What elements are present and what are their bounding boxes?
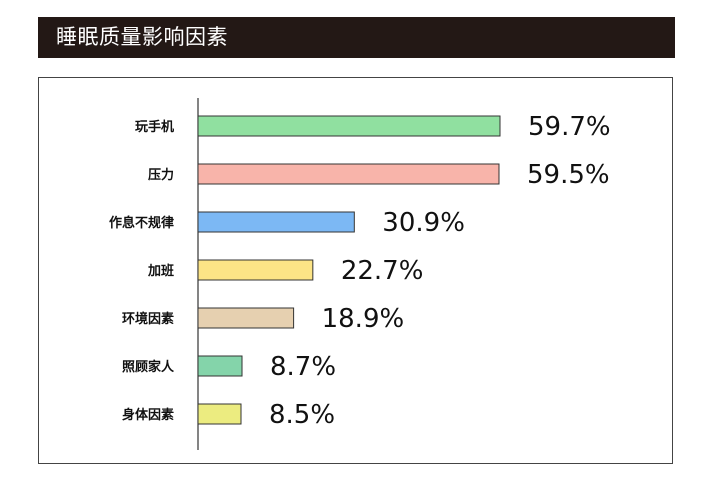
bar [197, 307, 295, 329]
category-label: 作息不规律 [109, 215, 174, 231]
bar-chart: 玩手机 59.7% 压力 59.5% 作息不规律 30.9% 加班 22.7% 环境因素 18.9… [109, 98, 611, 450]
category-label: 压力 [148, 167, 174, 183]
category-label: 环境因素 [122, 311, 174, 327]
category-label: 玩手机 [135, 119, 174, 135]
value-label: 8.5% [269, 400, 335, 430]
chart-frame: 玩手机 59.7% 压力 59.5% 作息不规律 30.9% 加班 22.7% 环境因素 18.9… [38, 77, 673, 464]
category-label: 加班 [147, 263, 174, 279]
bar [197, 259, 314, 281]
value-label: 22.7% [341, 256, 424, 286]
value-label: 8.7% [270, 352, 336, 382]
bar [197, 211, 355, 233]
value-label: 30.9% [382, 208, 465, 238]
chart-title: 睡眠质量影响因素 [56, 25, 228, 49]
bar [197, 403, 242, 425]
bar [197, 355, 243, 377]
value-label: 59.5% [527, 160, 610, 190]
category-label: 照顾家人 [122, 359, 175, 375]
value-label: 18.9% [322, 304, 405, 334]
category-label: 身体因素 [122, 407, 174, 423]
title-bar: 睡眠质量影响因素 [38, 17, 675, 58]
bar [197, 115, 501, 137]
value-label: 59.7% [528, 112, 611, 142]
bar [197, 163, 500, 185]
